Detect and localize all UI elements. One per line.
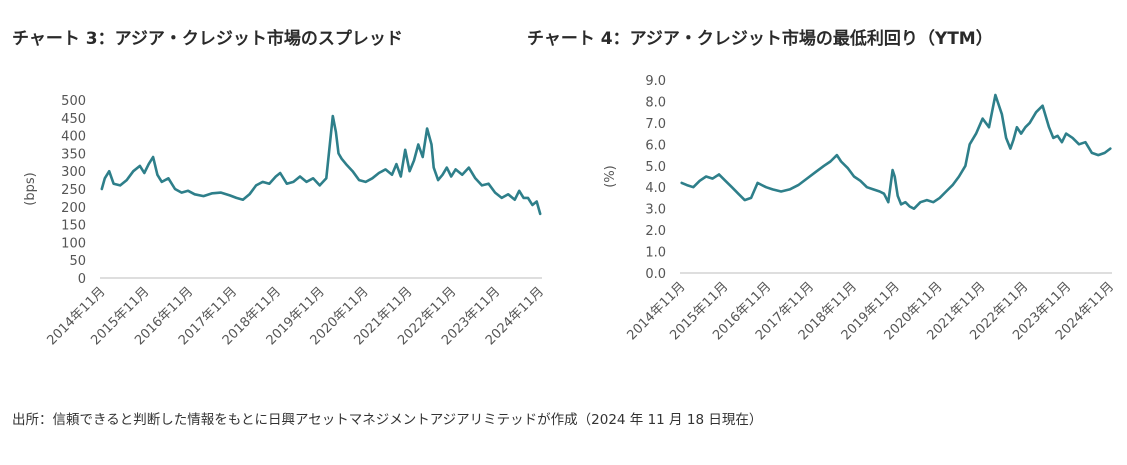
series-line — [680, 93, 1112, 210]
y-tick-label: 350 — [61, 147, 86, 162]
chart4-title: チャート 4：アジア・クレジット市場の最低利回り（YTM） — [527, 29, 993, 49]
y-tick-label: 1.0 — [645, 246, 666, 261]
y-tick-label: 7.0 — [645, 117, 666, 132]
y-tick-label: 9.0 — [645, 74, 666, 89]
y-tick-label: 3.0 — [645, 203, 666, 218]
y-tick-label: 4.0 — [645, 181, 666, 196]
chart3-title: チャート 3：アジア・クレジット市場のスプレッド — [12, 29, 403, 49]
y-tick-label: 300 — [61, 165, 86, 180]
chart4-plot: 0.01.02.03.04.05.06.07.08.09.0(%)2014年11… — [603, 74, 1117, 343]
y-tick-label: 200 — [61, 201, 86, 216]
y-tick-label: 2.0 — [645, 224, 666, 239]
y-tick-label: 100 — [61, 236, 86, 251]
y-tick-label: 400 — [61, 130, 86, 145]
source-note: 出所：信頼できると判断した情報をもとに日興アセットマネジメントアジアリミテッドが… — [12, 412, 763, 428]
y-tick-label: 150 — [61, 219, 86, 234]
y-tick-label: 250 — [61, 183, 86, 198]
y-tick-label: 5.0 — [645, 160, 666, 175]
y-tick-label: 500 — [61, 94, 86, 109]
y-axis-label: (bps) — [23, 172, 38, 205]
y-tick-label: 50 — [69, 254, 86, 269]
y-tick-label: 450 — [61, 112, 86, 127]
y-tick-label: 6.0 — [645, 138, 666, 153]
y-tick-label: 0.0 — [645, 267, 666, 282]
y-tick-label: 0 — [78, 272, 86, 287]
y-tick-label: 8.0 — [645, 95, 666, 110]
series-line — [100, 114, 542, 216]
y-axis-label: (%) — [603, 165, 618, 188]
chart3-plot: 050100150200250300350400450500(bps)2014年… — [23, 94, 547, 348]
